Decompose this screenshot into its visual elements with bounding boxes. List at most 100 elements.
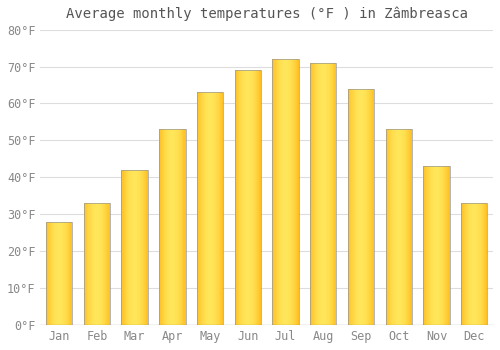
Bar xyxy=(146,170,147,325)
Bar xyxy=(404,130,405,325)
Bar xyxy=(480,203,481,325)
Bar xyxy=(68,222,69,325)
Bar xyxy=(310,63,336,325)
Bar xyxy=(354,89,355,325)
Bar xyxy=(56,222,57,325)
Bar xyxy=(147,170,148,325)
Bar xyxy=(183,130,184,325)
Bar xyxy=(91,203,92,325)
Bar xyxy=(170,130,171,325)
Bar xyxy=(424,166,450,325)
Bar xyxy=(408,130,409,325)
Bar xyxy=(70,222,71,325)
Bar xyxy=(320,63,321,325)
Bar xyxy=(162,130,163,325)
Bar xyxy=(217,92,218,325)
Bar xyxy=(259,70,260,325)
Bar xyxy=(357,89,358,325)
Bar xyxy=(276,59,277,325)
Bar xyxy=(321,63,322,325)
Bar xyxy=(443,166,444,325)
Bar xyxy=(402,130,403,325)
Bar xyxy=(351,89,352,325)
Bar xyxy=(202,92,203,325)
Bar xyxy=(94,203,95,325)
Bar xyxy=(180,130,181,325)
Bar xyxy=(316,63,317,325)
Bar xyxy=(474,203,475,325)
Bar xyxy=(468,203,469,325)
Bar xyxy=(390,130,391,325)
Bar xyxy=(122,170,148,325)
Bar xyxy=(327,63,328,325)
Bar xyxy=(211,92,212,325)
Bar xyxy=(239,70,240,325)
Bar xyxy=(64,222,65,325)
Title: Average monthly temperatures (°F ) in Zâmbreasca: Average monthly temperatures (°F ) in Zâ… xyxy=(66,7,468,21)
Bar xyxy=(315,63,316,325)
Bar xyxy=(49,222,50,325)
Bar xyxy=(141,170,142,325)
Bar xyxy=(297,59,298,325)
Bar xyxy=(177,130,178,325)
Bar xyxy=(208,92,209,325)
Bar xyxy=(205,92,206,325)
Bar xyxy=(253,70,254,325)
Bar xyxy=(285,59,286,325)
Bar xyxy=(312,63,313,325)
Bar xyxy=(333,63,334,325)
Bar xyxy=(313,63,314,325)
Bar xyxy=(475,203,476,325)
Bar xyxy=(223,92,224,325)
Bar xyxy=(197,92,224,325)
Bar xyxy=(349,89,350,325)
Bar xyxy=(407,130,408,325)
Bar xyxy=(132,170,133,325)
Bar xyxy=(372,89,373,325)
Bar xyxy=(131,170,132,325)
Bar xyxy=(95,203,96,325)
Bar xyxy=(318,63,319,325)
Bar xyxy=(461,203,487,325)
Bar xyxy=(252,70,253,325)
Bar xyxy=(433,166,434,325)
Bar xyxy=(238,70,239,325)
Bar xyxy=(201,92,202,325)
Bar xyxy=(438,166,439,325)
Bar xyxy=(467,203,468,325)
Bar xyxy=(282,59,283,325)
Bar xyxy=(386,130,387,325)
Bar xyxy=(482,203,483,325)
Bar xyxy=(310,63,311,325)
Bar xyxy=(367,89,368,325)
Bar xyxy=(406,130,407,325)
Bar xyxy=(363,89,364,325)
Bar xyxy=(273,59,274,325)
Bar xyxy=(209,92,210,325)
Bar xyxy=(431,166,432,325)
Bar xyxy=(58,222,59,325)
Bar xyxy=(445,166,446,325)
Bar xyxy=(106,203,107,325)
Bar xyxy=(144,170,145,325)
Bar xyxy=(278,59,279,325)
Bar xyxy=(403,130,404,325)
Bar xyxy=(236,70,238,325)
Bar xyxy=(289,59,290,325)
Bar xyxy=(437,166,438,325)
Bar xyxy=(476,203,477,325)
Bar xyxy=(54,222,55,325)
Bar xyxy=(361,89,362,325)
Bar xyxy=(59,222,60,325)
Bar xyxy=(424,166,425,325)
Bar xyxy=(242,70,243,325)
Bar xyxy=(440,166,441,325)
Bar xyxy=(50,222,51,325)
Bar xyxy=(212,92,214,325)
Bar xyxy=(122,170,123,325)
Bar xyxy=(286,59,287,325)
Bar xyxy=(240,70,241,325)
Bar xyxy=(298,59,299,325)
Bar xyxy=(139,170,140,325)
Bar xyxy=(409,130,410,325)
